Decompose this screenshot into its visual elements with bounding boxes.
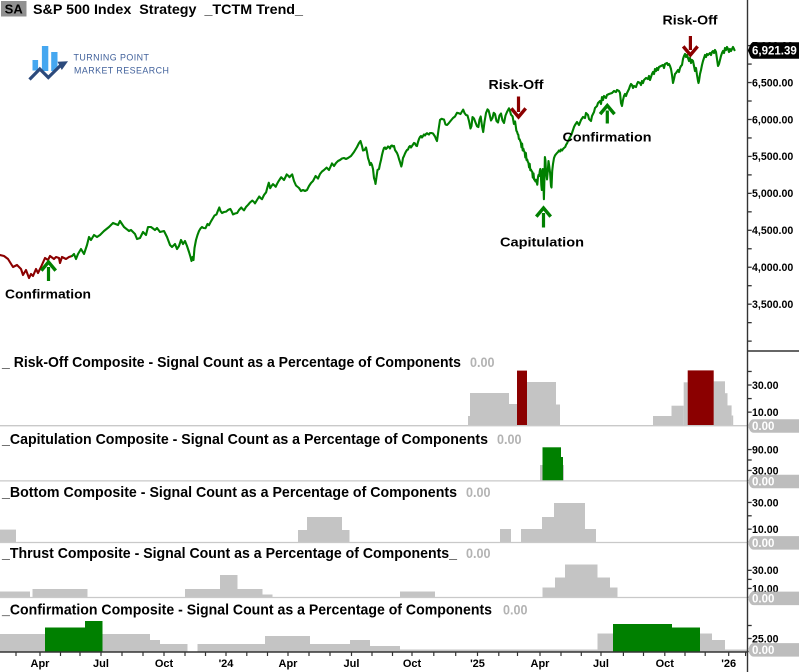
svg-text:30.00: 30.00 (752, 497, 779, 509)
svg-text:3,500.00: 3,500.00 (752, 299, 793, 311)
svg-text:0.00: 0.00 (466, 546, 491, 561)
svg-text:5,500.00: 5,500.00 (752, 151, 793, 163)
svg-text:0.00: 0.00 (752, 538, 774, 550)
svg-text:_Bottom Composite - Signal Cou: _Bottom Composite - Signal Count as a Pe… (1, 485, 457, 501)
svg-text:_Confirmation Composite - Sign: _Confirmation Composite - Signal Count a… (1, 603, 492, 619)
svg-text:SA: SA (5, 2, 24, 17)
svg-text:Jul: Jul (344, 658, 360, 670)
svg-text:0.00: 0.00 (503, 603, 528, 618)
svg-text:30.00: 30.00 (752, 465, 779, 477)
svg-text:10.00: 10.00 (752, 407, 779, 419)
svg-text:0.00: 0.00 (752, 593, 774, 605)
svg-text:Risk-Off: Risk-Off (489, 77, 545, 92)
svg-text:4,000.00: 4,000.00 (752, 262, 793, 274)
svg-text:_Capitulation Composite - Sign: _Capitulation Composite - Signal Count a… (1, 432, 488, 448)
svg-text:Confirmation: Confirmation (563, 130, 652, 145)
svg-text:Capitulation: Capitulation (500, 235, 584, 250)
svg-text:Oct: Oct (403, 658, 422, 670)
svg-text:6,500.00: 6,500.00 (752, 77, 793, 89)
svg-text:5,000.00: 5,000.00 (752, 188, 793, 200)
svg-text:Apr: Apr (531, 658, 551, 670)
svg-text:0.00: 0.00 (497, 432, 522, 447)
svg-text:0.00: 0.00 (752, 477, 774, 489)
svg-text:Apr: Apr (31, 658, 51, 670)
svg-text:_ Risk-Off Composite - Signal: _ Risk-Off Composite - Signal Count as a… (1, 355, 461, 371)
svg-text:'26: '26 (721, 658, 736, 670)
svg-text:6,000.00: 6,000.00 (752, 114, 793, 126)
svg-text:'24: '24 (219, 658, 235, 670)
svg-text:S&P 500 Index Strategy _TCTM: S&P 500 Index Strategy _TCTM Trend_ (33, 2, 303, 17)
svg-text:0.00: 0.00 (470, 355, 495, 370)
svg-text:4,500.00: 4,500.00 (752, 225, 793, 237)
svg-text:Confirmation: Confirmation (5, 287, 91, 302)
svg-text:Jul: Jul (593, 658, 609, 670)
svg-text:30.00: 30.00 (752, 380, 779, 392)
svg-text:0.00: 0.00 (466, 485, 491, 500)
svg-text:TURNING POINT: TURNING POINT (74, 53, 150, 63)
svg-text:25.00: 25.00 (752, 633, 779, 645)
svg-text:'25: '25 (470, 658, 485, 670)
svg-text:0.00: 0.00 (752, 421, 774, 433)
svg-text:Apr: Apr (279, 658, 299, 670)
svg-text:Oct: Oct (155, 658, 174, 670)
svg-text:_Thrust Composite - Signal Cou: _Thrust Composite - Signal Count as a Pe… (1, 546, 458, 562)
svg-text:Jul: Jul (93, 658, 109, 670)
svg-text:MARKET RESEARCH: MARKET RESEARCH (74, 65, 169, 75)
svg-text:90.00: 90.00 (752, 444, 779, 456)
svg-text:30.00: 30.00 (752, 565, 779, 577)
svg-text:10.00: 10.00 (752, 524, 779, 536)
svg-text:Oct: Oct (656, 658, 675, 670)
svg-text:Risk-Off: Risk-Off (663, 13, 719, 28)
svg-text:6,921.39: 6,921.39 (752, 46, 797, 58)
svg-text:0.00: 0.00 (752, 645, 774, 657)
